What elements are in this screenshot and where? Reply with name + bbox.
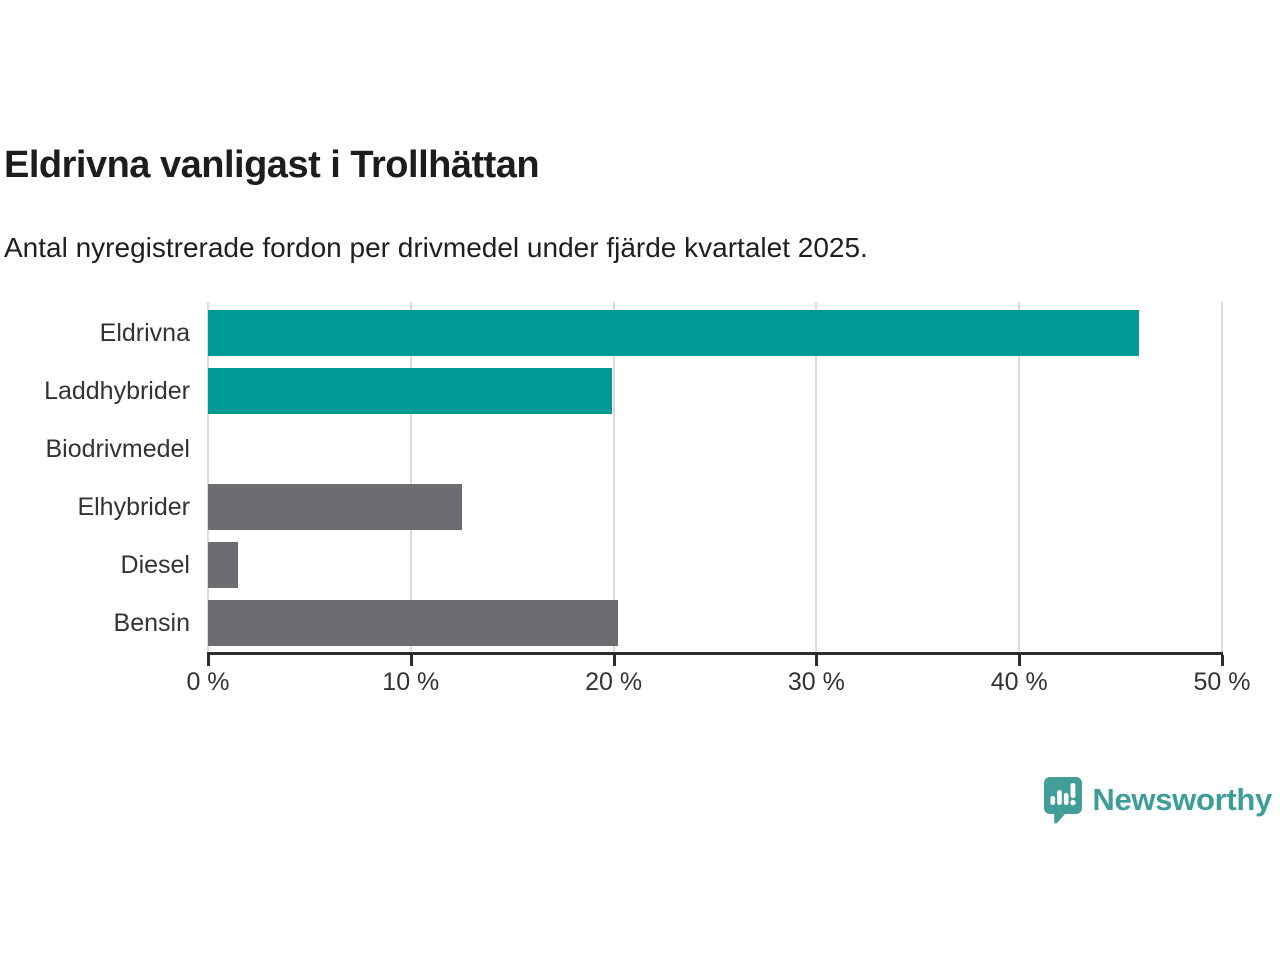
- gridline: [1221, 302, 1223, 652]
- x-axis-ticks: 0 % 10 % 20 % 30 % 40 % 50 %: [186, 652, 1250, 712]
- bar-eldrivna: [208, 310, 1139, 356]
- gridline: [612, 302, 615, 652]
- chart-subtitle: Antal nyregistrerade fordon per drivmede…: [4, 232, 868, 263]
- plot-area: [207, 302, 1223, 652]
- chart-title: Eldrivna vanligast i Trollhättan: [4, 144, 540, 186]
- newsworthy-logo: Newsworthy: [1043, 776, 1272, 824]
- bar-elhybrider: [208, 484, 462, 530]
- x-axis-tick: [1221, 655, 1224, 666]
- x-axis-tick: [207, 655, 210, 666]
- x-axis-tick-label: 20 %: [585, 668, 643, 696]
- x-axis-tick-label: 30 %: [787, 668, 845, 696]
- x-axis-tick: [409, 655, 413, 666]
- category-labels: Eldrivna Laddhybrider Biodrivmedel Elhybrid…: [0, 302, 190, 652]
- x-axis-tick: [815, 655, 819, 666]
- bar-laddhybrider: [208, 368, 612, 414]
- x-axis-tick: [1018, 655, 1022, 666]
- x-axis-tick-label: 10 %: [382, 668, 440, 696]
- x-axis-tick-label: 50 %: [1193, 668, 1251, 696]
- gridline: [409, 302, 412, 652]
- category-label: Biodrivmedel: [45, 435, 190, 463]
- bar-bensin: [208, 600, 618, 646]
- x-axis-tick: [612, 655, 616, 666]
- newsworthy-logo-text: Newsworthy: [1092, 782, 1272, 817]
- bar-diesel: [208, 542, 239, 588]
- category-label: Bensin: [113, 609, 190, 637]
- category-label: Laddhybrider: [44, 377, 190, 405]
- bar-chart-speech-bubble-icon: [1044, 777, 1083, 824]
- category-label: Diesel: [120, 551, 190, 579]
- category-label: Elhybrider: [77, 493, 190, 521]
- gridline: [815, 302, 818, 652]
- x-axis-line: [207, 652, 1223, 655]
- gridline: [207, 302, 209, 652]
- gridline: [1018, 302, 1021, 652]
- x-axis-tick-label: 0 %: [186, 668, 230, 696]
- category-label: Eldrivna: [99, 319, 190, 347]
- x-axis-tick-label: 40 %: [990, 668, 1048, 696]
